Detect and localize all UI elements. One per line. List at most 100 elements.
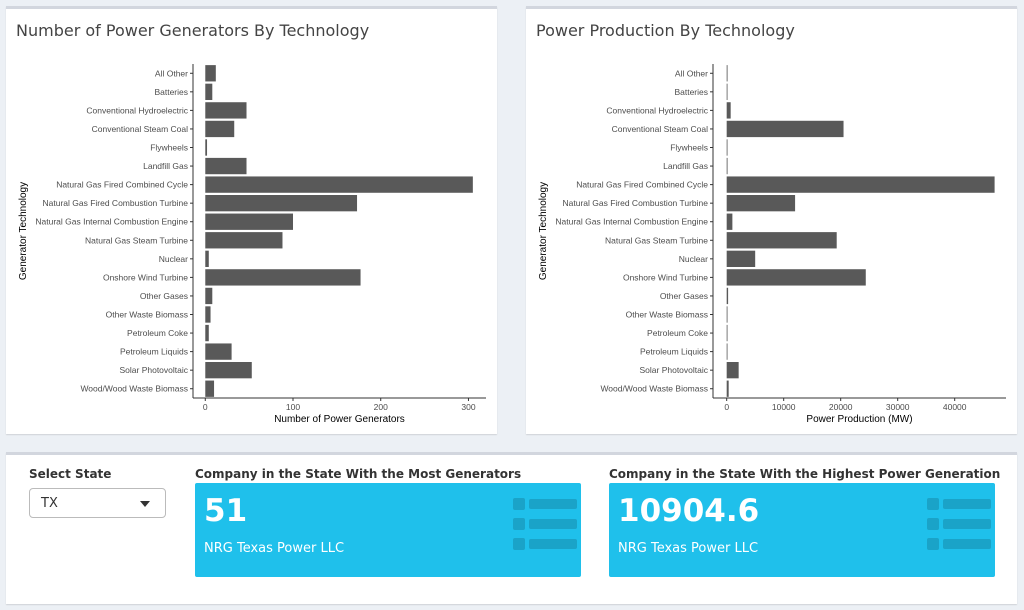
- y-tick-label: Conventional Hydroelectric: [86, 105, 188, 115]
- y-tick-label: Natural Gas Steam Turbine: [85, 235, 188, 245]
- bar: [726, 362, 739, 379]
- y-tick-label: Other Waste Biomass: [106, 310, 188, 320]
- y-tick-label: Nuclear: [159, 254, 188, 264]
- x-tick-label: 30000: [886, 402, 910, 412]
- y-tick-label: Conventional Steam Coal: [92, 124, 189, 134]
- y-tick-label: All Other: [675, 68, 708, 78]
- state-select-value: TX: [41, 496, 58, 511]
- bar: [726, 269, 866, 286]
- y-tick-label: Onshore Wind Turbine: [623, 272, 708, 282]
- bar: [726, 324, 728, 342]
- y-tick-label: Natural Gas Steam Turbine: [605, 235, 708, 245]
- y-tick-label: Other Waste Biomass: [626, 310, 708, 320]
- x-tick-label: 0: [203, 402, 208, 412]
- bar: [726, 380, 729, 397]
- x-tick-label: 20000: [829, 402, 853, 412]
- y-tick-label: Batteries: [154, 87, 188, 97]
- y-tick-label: Landfill Gas: [143, 161, 188, 171]
- y-tick-label: Solar Photovoltaic: [119, 365, 188, 375]
- x-tick-label: 10000: [772, 402, 796, 412]
- bar: [726, 83, 728, 100]
- production-chart-title: Power Production By Technology: [536, 21, 795, 40]
- bar: [726, 232, 837, 249]
- highest-generation-value: 10904.6: [618, 493, 760, 529]
- bar: [726, 157, 728, 175]
- y-tick-label: Batteries: [674, 87, 708, 97]
- y-tick-label: Natural Gas Fired Combined Cycle: [576, 180, 708, 190]
- bar: [205, 120, 235, 138]
- bar: [205, 102, 247, 119]
- bar: [205, 195, 358, 212]
- bar: [205, 139, 208, 156]
- bar: [726, 65, 728, 82]
- y-tick-label: Petroleum Coke: [647, 328, 708, 338]
- x-tick-label: 300: [461, 402, 475, 412]
- y-tick-label: Solar Photovoltaic: [639, 365, 708, 375]
- bar: [726, 213, 733, 230]
- y-tick-label: Nuclear: [679, 254, 708, 264]
- y-tick-label: Natural Gas Fired Combined Cycle: [56, 180, 188, 190]
- y-tick-label: Natural Gas Internal Combustion Engine: [555, 217, 708, 227]
- y-tick-label: Flywheels: [150, 143, 188, 153]
- y-axis-label: Generator Technology: [18, 182, 29, 280]
- most-generators-heading: Company in the State With the Most Gener…: [195, 467, 522, 481]
- x-tick-label: 200: [374, 402, 388, 412]
- generators-chart-title: Number of Power Generators By Technology: [16, 21, 370, 40]
- bar: [726, 102, 731, 119]
- bar: [726, 195, 796, 212]
- bar: [205, 65, 216, 82]
- y-axis-label: Generator Technology: [538, 182, 549, 280]
- production-bar-chart: All Other Batteries Conventional Hydroelec…: [538, 64, 1006, 425]
- y-tick-label: Other Gases: [660, 291, 708, 301]
- y-tick-label: Petroleum Coke: [127, 328, 188, 338]
- y-tick-label: All Other: [155, 68, 188, 78]
- bar: [205, 269, 361, 286]
- x-tick-label: 40000: [943, 402, 967, 412]
- bar: [726, 287, 729, 305]
- bar: [726, 306, 728, 323]
- x-axis-label: Power Production (MW): [806, 414, 912, 425]
- most-generators-value: 51: [204, 493, 248, 529]
- production-chart-card: Power Production By Technology All Other…: [526, 6, 1017, 434]
- bar: [205, 213, 294, 230]
- y-tick-label: Wood/Wood Waste Biomass: [80, 384, 188, 394]
- y-tick-label: Conventional Hydroelectric: [606, 105, 708, 115]
- select-state-label: Select State: [29, 467, 112, 481]
- bar: [726, 250, 756, 267]
- bar: [726, 176, 995, 193]
- y-tick-label: Petroleum Liquids: [120, 347, 188, 357]
- bar: [726, 139, 728, 156]
- generators-bar-chart: All Other Batteries Conventional Hydroelec…: [18, 64, 486, 425]
- y-tick-label: Landfill Gas: [663, 161, 708, 171]
- y-tick-label: Natural Gas Fired Combustion Turbine: [42, 198, 188, 208]
- bar: [205, 157, 247, 175]
- bar: [205, 232, 283, 249]
- x-tick-label: 100: [286, 402, 300, 412]
- y-tick-label: Onshore Wind Turbine: [103, 272, 188, 282]
- bar: [205, 176, 473, 193]
- state-select[interactable]: TX: [29, 488, 166, 518]
- highest-generation-heading: Company in the State With the Highest Po…: [609, 467, 1001, 481]
- bar: [205, 287, 213, 305]
- bar: [205, 250, 209, 267]
- generators-chart-card: Number of Power Generators By Technology…: [6, 6, 497, 434]
- x-tick-label: 0: [724, 402, 729, 412]
- bar: [205, 83, 213, 100]
- most-generators-value-box: 51 NRG Texas Power LLC: [195, 483, 581, 577]
- bar: [726, 343, 728, 360]
- bar: [205, 380, 215, 397]
- y-tick-label: Flywheels: [670, 143, 708, 153]
- bar: [205, 306, 211, 323]
- y-tick-label: Wood/Wood Waste Biomass: [600, 384, 708, 394]
- y-tick-label: Natural Gas Fired Combustion Turbine: [562, 198, 708, 208]
- x-axis-label: Number of Power Generators: [274, 414, 405, 425]
- bar: [205, 362, 252, 379]
- highest-generation-value-box: 10904.6 NRG Texas Power LLC: [609, 483, 995, 577]
- y-tick-label: Petroleum Liquids: [640, 347, 708, 357]
- bar: [726, 120, 844, 138]
- most-generators-company: NRG Texas Power LLC: [204, 541, 345, 556]
- y-tick-label: Other Gases: [140, 291, 188, 301]
- highest-generation-company: NRG Texas Power LLC: [618, 541, 759, 556]
- bar: [205, 324, 209, 342]
- bar: [205, 343, 232, 360]
